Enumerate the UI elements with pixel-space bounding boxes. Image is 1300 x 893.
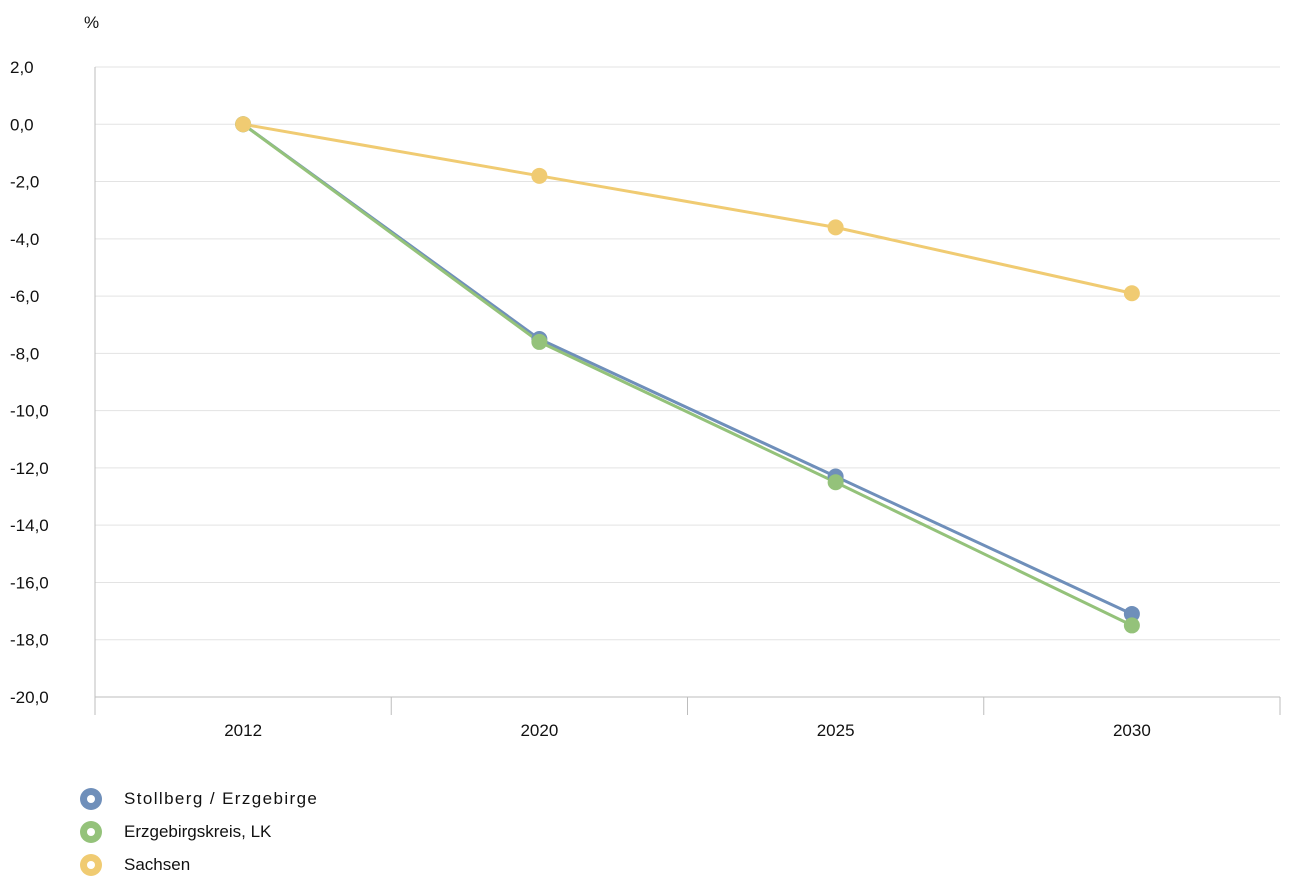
legend-label: Erzgebirgskreis, LK: [124, 821, 272, 841]
series-line-2: [241, 122, 1134, 295]
y-tick-label: -12,0: [10, 459, 49, 478]
data-point[interactable]: [1123, 285, 1140, 302]
y-tick-label: 2,0: [10, 58, 34, 77]
y-unit-label: %: [84, 13, 99, 32]
y-tick-label: -20,0: [10, 688, 49, 707]
y-tick-label: 0,0: [10, 115, 34, 134]
x-tick-label: 2025: [817, 721, 855, 740]
legend-label: Sachsen: [124, 854, 191, 874]
series-points: [235, 116, 1140, 634]
y-tick-label: -8,0: [10, 344, 39, 363]
y-tick-label: -6,0: [10, 287, 39, 306]
data-point[interactable]: [531, 333, 548, 350]
legend-marker-icon: [80, 787, 102, 810]
axes: [94, 67, 1281, 715]
legend-item-stollberg[interactable]: Stollberg / Erzgebirge: [80, 782, 318, 815]
legend-item-erzgebirgskreis[interactable]: Erzgebirgskreis, LK: [80, 815, 318, 848]
y-tick-label: -14,0: [10, 516, 49, 535]
series-lines: [241, 122, 1134, 627]
y-tick-label: -16,0: [10, 573, 49, 592]
x-tick-label: 2012: [224, 721, 262, 740]
legend-label: Stollberg / Erzgebirge: [124, 788, 319, 808]
y-tick-label: -4,0: [10, 230, 39, 249]
data-point[interactable]: [235, 116, 252, 133]
y-tick-label: -18,0: [10, 631, 49, 650]
data-point[interactable]: [827, 474, 844, 491]
legend-marker-icon: [80, 820, 102, 843]
data-point[interactable]: [827, 219, 844, 236]
y-tick-labels: 2,0 0,0 -2,0 -4,0 -6,0 -8,0 -10,0 -12,0 -14,0 -16…: [10, 58, 49, 707]
legend-marker-icon: [80, 853, 102, 876]
legend-item-sachsen[interactable]: Sachsen: [80, 848, 318, 881]
data-point[interactable]: [1123, 617, 1140, 634]
series-line-1: [241, 122, 1134, 627]
series-line-0: [241, 122, 1134, 616]
x-tick-label: 2020: [520, 721, 558, 740]
line-chart: % 2,0 0,0 -2,0 -4,0 -6,0 -8,0 -10,0 -12,0 -14,0 -…: [10, 13, 1281, 740]
y-tick-label: -10,0: [10, 402, 49, 421]
x-tick-label: 2030: [1113, 721, 1151, 740]
x-tick-labels: 2012 2020 2025 2030: [224, 721, 1151, 740]
data-point[interactable]: [1123, 605, 1140, 622]
legend: Stollberg / Erzgebirge Erzgebirgskreis, …: [80, 782, 318, 881]
data-point[interactable]: [531, 167, 548, 184]
grid-lines: [95, 66, 1280, 698]
y-tick-label: -2,0: [10, 173, 39, 192]
